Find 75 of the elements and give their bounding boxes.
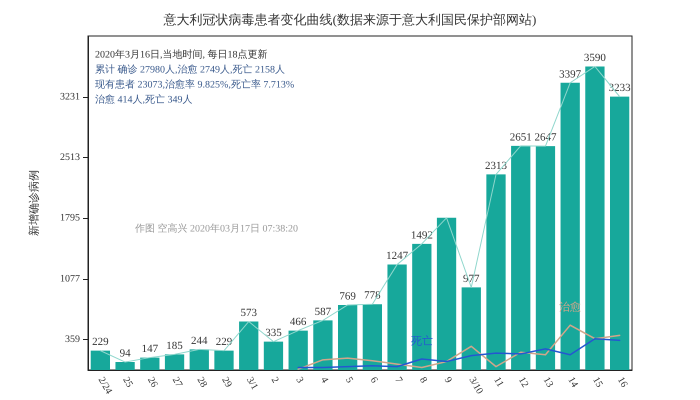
bar	[585, 66, 605, 370]
x-tick-label: 3/10	[466, 375, 485, 396]
y-tick-label: 2513	[60, 152, 80, 164]
data-label: 229	[92, 336, 110, 348]
x-tick-label: 11	[491, 375, 506, 390]
data-label: 587	[314, 306, 332, 318]
bar	[610, 96, 630, 370]
bar	[239, 322, 258, 370]
data-label: 244	[191, 334, 208, 347]
data-label: 769	[339, 290, 356, 302]
data-label: 2651	[510, 131, 532, 144]
x-tick-label: 3/1	[244, 375, 260, 392]
x-tick-label: 16	[614, 375, 630, 390]
annotation: 2020年3月16日,当地时间, 每日18点更新	[95, 48, 268, 60]
data-label: 1492	[410, 229, 433, 242]
x-tick-label: 6	[368, 375, 380, 386]
bar	[412, 244, 432, 370]
data-label: 229	[216, 336, 233, 348]
x-tick-label: 26	[145, 375, 160, 390]
x-tick-label: 3	[293, 375, 306, 386]
x-tick-label: 27	[170, 375, 184, 390]
x-tick-label: 25	[120, 375, 135, 390]
x-tick-label: 13	[540, 375, 556, 390]
bar	[90, 350, 110, 370]
bar	[511, 146, 530, 370]
x-tick-label: 14	[565, 375, 580, 390]
bar	[536, 146, 556, 370]
annotation: 累计 确诊 27980人,治愈 2749人,死亡 2158人	[95, 64, 285, 76]
data-label: 3397	[559, 68, 582, 80]
x-tick-label: 29	[219, 375, 234, 390]
y-tick-label: 1077	[60, 273, 80, 284]
bar	[115, 362, 135, 370]
bar	[190, 349, 209, 370]
bar	[362, 304, 382, 370]
y-axis-title: 新增确诊病例	[28, 170, 40, 236]
x-tick-label: 8	[417, 375, 430, 386]
data-label: 147	[142, 343, 159, 356]
data-label: 3590	[584, 52, 606, 64]
data-label: 2313	[485, 160, 508, 172]
x-tick-label: 9	[442, 375, 454, 386]
data-label: 335	[265, 327, 282, 340]
y-tick-label: 3231	[60, 91, 80, 102]
bar	[486, 174, 506, 370]
bar	[214, 350, 234, 370]
data-label: 1247	[386, 250, 409, 262]
data-label: 573	[240, 307, 258, 320]
x-tick-label: 7	[392, 375, 404, 386]
chart-title: 意大利冠状病毒患者变化曲线(数据来源于意大利国民保护部网站)	[162, 12, 536, 27]
x-tick-label: 15	[590, 375, 605, 390]
bar	[264, 342, 284, 370]
x-tick-label: 4	[318, 375, 330, 386]
bar	[288, 330, 308, 370]
bar	[560, 82, 580, 370]
data-label: 3233	[608, 82, 632, 94]
x-tick-label: 5	[342, 375, 355, 386]
bar	[313, 320, 333, 370]
x-tick-label: 12	[516, 375, 530, 390]
bar	[338, 304, 358, 370]
data-label: 2647	[534, 132, 557, 144]
data-label: 94	[120, 348, 132, 360]
annotation: 作图 空高兴 2020年03月17日 07:38:20	[134, 222, 298, 234]
data-label: 466	[290, 316, 307, 328]
bar	[436, 218, 456, 370]
y-tick-label: 359	[65, 334, 80, 346]
bar	[164, 354, 184, 370]
annotation: 现有患者 23073,治愈率 9.825%,死亡率 7.713%	[95, 78, 294, 90]
bar	[387, 264, 407, 370]
y-tick-label: 1795	[60, 212, 80, 224]
annotation: 治愈 414人,死亡 349人	[95, 94, 192, 106]
bar	[462, 287, 481, 370]
data-label: 185	[166, 340, 184, 352]
x-tick-label: 2	[268, 375, 281, 386]
x-tick-label: 28	[194, 375, 210, 390]
line-series	[297, 324, 620, 370]
bar	[140, 358, 160, 370]
